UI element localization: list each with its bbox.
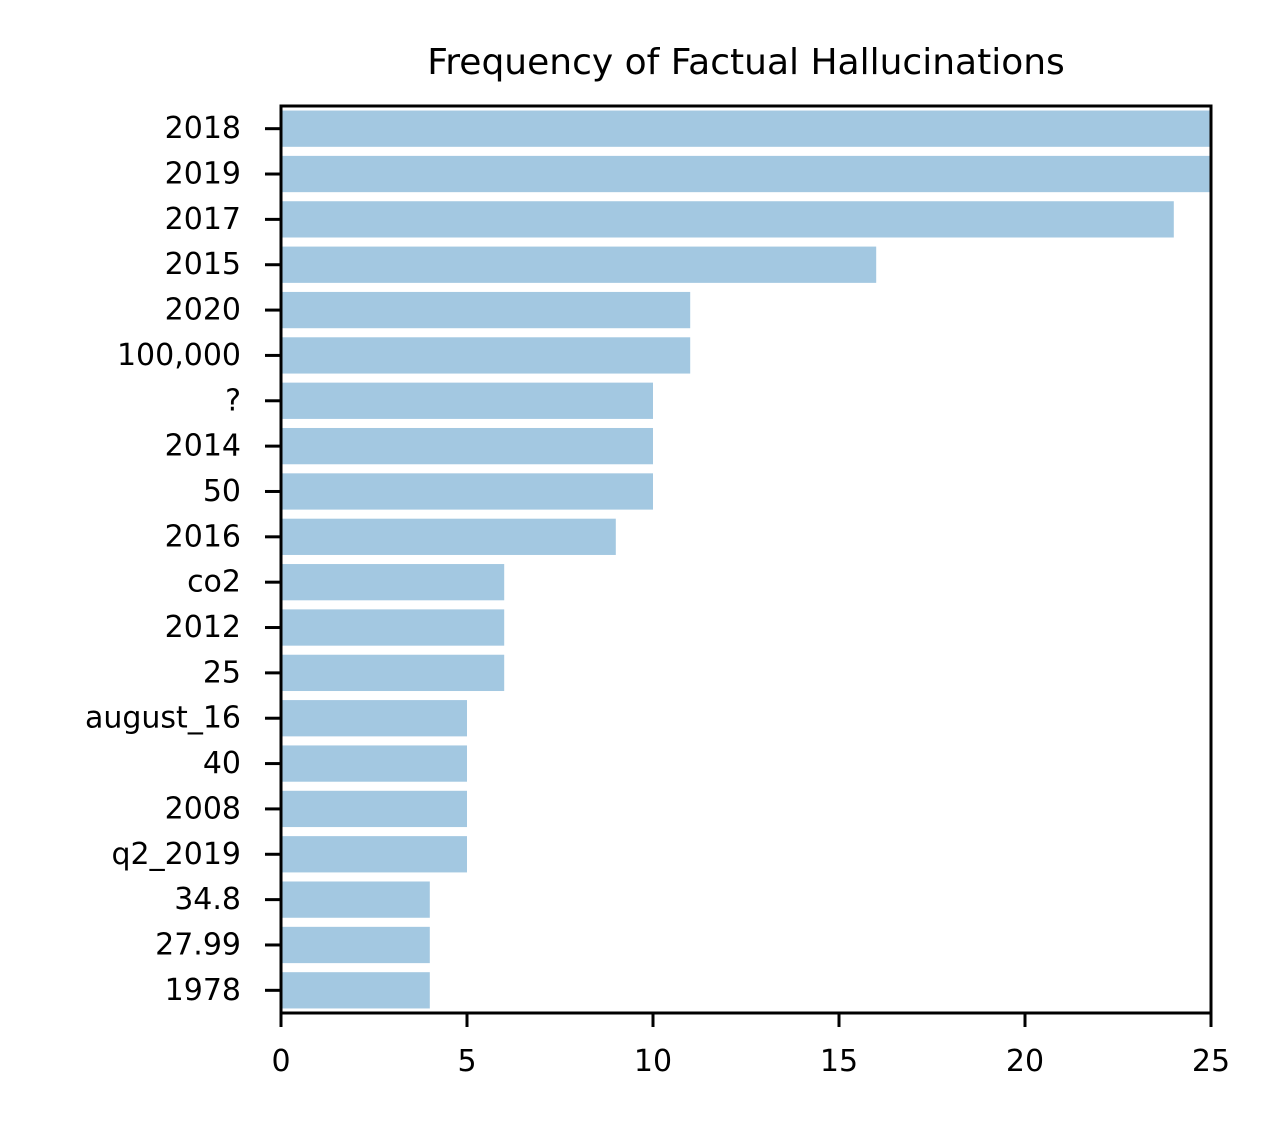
bar-2012 (281, 609, 505, 646)
bars-group (281, 110, 1211, 1009)
y-tick-label: 2012 (165, 610, 241, 645)
y-tick-label: 1978 (165, 973, 241, 1008)
y-tick-label: 2016 (165, 519, 241, 554)
y-tick-label: 2019 (165, 157, 241, 192)
y-tick-label: august_16 (85, 701, 241, 736)
bar-1978 (281, 972, 430, 1009)
x-tick-label: 15 (820, 1044, 858, 1079)
bar-q2-2019 (281, 836, 467, 873)
bar-2015 (281, 246, 877, 283)
y-tick-label: 2014 (165, 429, 241, 464)
y-tick-label: 2018 (165, 111, 241, 146)
bar-27-99 (281, 926, 430, 964)
x-tick-label: 20 (1006, 1044, 1044, 1079)
bar-august-16 (281, 700, 467, 737)
bar-2016 (281, 518, 616, 555)
y-tick-label: ? (225, 383, 241, 418)
y-tick-label: 2020 (165, 293, 241, 328)
bar-2019 (281, 155, 1211, 193)
y-tick-label: q2_2019 (112, 837, 241, 872)
plot-frame (279, 104, 1213, 1015)
y-tick-label: 34.8 (174, 882, 241, 917)
bar-2008 (281, 790, 467, 828)
x-tick-label: 10 (634, 1044, 672, 1079)
bar-unknown (281, 382, 653, 419)
bar-40 (281, 745, 467, 782)
x-tick-label: 0 (271, 1044, 290, 1079)
y-tick-label: co2 (187, 565, 241, 600)
bar-100-000 (281, 337, 691, 374)
chart-title: Frequency of Factual Hallucinations (427, 42, 1065, 83)
bar-2018 (281, 110, 1211, 147)
bar-25 (281, 654, 505, 692)
y-tick-label: 27.99 (155, 927, 241, 962)
bar-2014 (281, 427, 653, 465)
y-tick-label: 40 (203, 746, 241, 781)
y-tick-label: 2015 (165, 247, 241, 282)
y-axis-ticks: 2018 2019 2017 2015 2020 100,000? 2014 50 2016 co… (85, 111, 281, 1008)
bar-50 (281, 473, 653, 510)
y-tick-label: 100,000 (117, 338, 241, 373)
x-axis-ticks: 0 5 10 15 20 25 (271, 1013, 1230, 1079)
x-tick-label: 5 (457, 1044, 476, 1079)
bar-2017 (281, 201, 1174, 238)
y-tick-label: 2017 (165, 202, 241, 237)
bar-co2 (281, 564, 505, 601)
bar-2020 (281, 291, 691, 329)
y-tick-label: 25 (203, 655, 241, 690)
bar-34-8 (281, 881, 430, 918)
y-tick-label: 2008 (165, 791, 241, 826)
y-tick-label: 50 (203, 474, 241, 509)
x-tick-label: 25 (1192, 1044, 1230, 1079)
